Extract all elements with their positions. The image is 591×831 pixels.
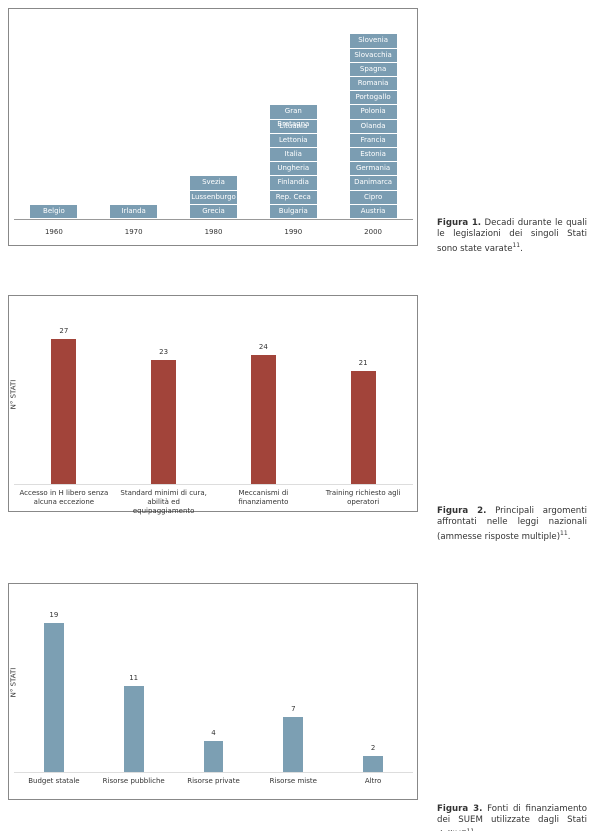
value-label: 24 [258,343,268,352]
x-tick-label: 2000 [364,228,382,236]
axis-line [14,219,413,220]
caption-end: . [474,830,477,831]
caption-note: 11 [560,530,568,537]
tile: Germania [349,161,397,176]
tile: Lituania [269,118,317,133]
tile: Grecia [190,203,237,218]
bar [123,685,144,772]
x-tick-label: Risorse private [187,777,240,785]
bar [350,371,376,484]
tile: Spagna [349,61,397,76]
value-label: 23 [159,348,169,357]
x-tick-label: Accesso in H libero senza alcuna eccezio… [19,489,109,506]
x-tick-label: 1990 [284,228,303,236]
x-tick-label: Budget statale [28,777,80,785]
tile: Francia [349,132,397,147]
x-tick-label: Training richiesto agli operatori [325,489,401,506]
tile: Gran Bretagna [269,104,317,128]
value-label: 4 [211,728,216,737]
bar [363,756,384,772]
x-tick-label: 1970 [124,228,143,236]
figure-caption: Figura 3. Fonti di finanziamento dei SUE… [437,804,587,831]
caption-note: 11 [512,242,521,249]
bar [283,717,304,772]
x-tick-label: Standard minimi di cura, abilità ed equi… [120,489,207,515]
caption-text: Principali argomenti affrontati nelle le… [437,506,588,542]
bar [43,623,64,772]
x-tick-label: Risorse miste [269,777,317,785]
bar [203,740,224,772]
baseline [14,484,413,485]
value-label: 19 [49,611,59,620]
caption-label: Figura 1. [437,218,482,228]
baseline [14,772,413,773]
tile: Svezia [190,175,237,190]
tile: Ungheria [269,161,317,176]
value-label: 2 [370,744,376,753]
tile: Slovacchia [349,47,397,62]
x-tick-label: 1960 [44,228,63,236]
value-label: 21 [358,359,368,368]
caption-text: Decadi durante le quali le legislazioni … [437,218,588,254]
x-tick-label: 1980 [204,228,223,236]
tile: Rep. Ceca [269,189,317,204]
bar [250,355,276,484]
x-tick-label: Altro [364,777,382,785]
caption-end: . [567,531,571,542]
tile: Cipro [349,189,397,204]
y-axis-label: N° STATI [9,667,18,698]
tile: Olanda [349,118,397,133]
tile: Italia [269,147,317,162]
figure-caption: Figura 2. Principali argomenti affrontat… [437,506,587,543]
x-tick-label: Meccanismi di finanziamento [238,489,289,506]
caption-end: . [520,243,523,254]
tile: Irlanda [110,203,158,218]
tile: Slovenia [349,33,397,48]
tile: Lettonia [269,132,317,147]
tile: Polonia [349,104,397,119]
tile: Finlandia [269,175,317,190]
figure-box: N° STATI 19 Budget statale 11 Risorse pubbli… [8,583,418,800]
tile: Portogallo [349,90,397,105]
value-label: 11 [129,673,139,682]
caption-note: 11 [467,828,475,831]
tile: Estonia [349,147,397,162]
caption-label: Figura 3. [437,804,483,814]
tile: Danimarca [349,175,397,190]
figure-box: 1960 Belgio 1970 Irlanda 1980 Grecia Lussenbur… [8,8,418,246]
y-axis-label: N° STATI [9,379,18,410]
bar [51,338,77,484]
caption-text: Fonti di finanziamento dei SUEM utilizza… [437,804,588,831]
figure-caption: Figura 1. Decadi durante le quali le leg… [437,218,587,255]
x-tick-label: Risorse pubbliche [102,777,165,785]
figure-box: N° STATI 27 Accesso in H libero senza alcu… [8,295,418,515]
tile: Lussenburgo [190,189,237,204]
tile: Bulgaria [269,203,317,218]
tile: Belgio [30,203,78,218]
value-label: 27 [59,326,69,335]
caption-label: Figura 2. [437,506,487,516]
value-label: 7 [291,705,296,714]
tile: Austria [349,203,397,218]
tile: Romania [349,76,397,91]
bar [151,360,177,484]
